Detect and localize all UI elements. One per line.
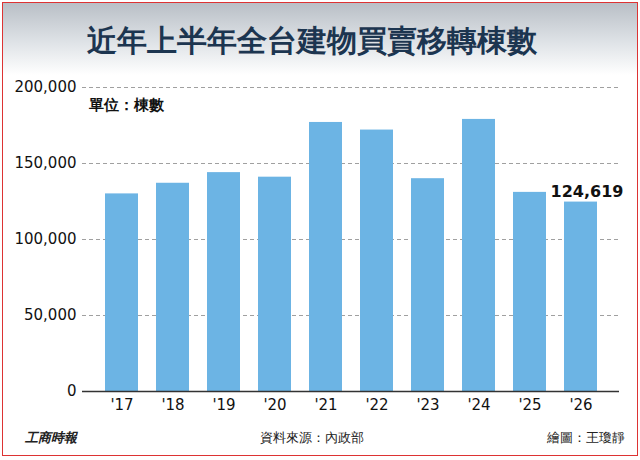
svg-text:單位：棟數: 單位：棟數 (88, 96, 165, 114)
svg-text:'18: '18 (161, 396, 184, 414)
svg-text:'20: '20 (263, 396, 286, 414)
svg-text:'24: '24 (467, 396, 490, 414)
svg-text:'22: '22 (365, 396, 388, 414)
svg-text:100,000: 100,000 (14, 230, 76, 248)
svg-text:'23: '23 (416, 396, 439, 414)
svg-text:'25: '25 (518, 396, 541, 414)
svg-text:50,000: 50,000 (24, 306, 77, 324)
html-text:近年上半年全台建物買賣移轉棟數: 近年上半年全台建物買賣移轉棟數 (87, 23, 537, 58)
svg-text:'19: '19 (212, 396, 235, 414)
svg-text:200,000: 200,000 (14, 78, 76, 96)
svg-text:'26: '26 (569, 396, 592, 414)
html-text:繪圖：王瓊靜: 繪圖：王瓊靜 (547, 430, 625, 445)
html-text:資料來源：內政部: 資料來源：內政部 (260, 430, 364, 445)
svg-text:124,619: 124,619 (551, 182, 624, 201)
svg-text:150,000: 150,000 (14, 154, 76, 172)
svg-text:0: 0 (67, 382, 77, 400)
html-text:工商時報: 工商時報 (25, 430, 77, 445)
svg-text:'21: '21 (314, 396, 337, 414)
svg-text:'17: '17 (110, 396, 133, 414)
